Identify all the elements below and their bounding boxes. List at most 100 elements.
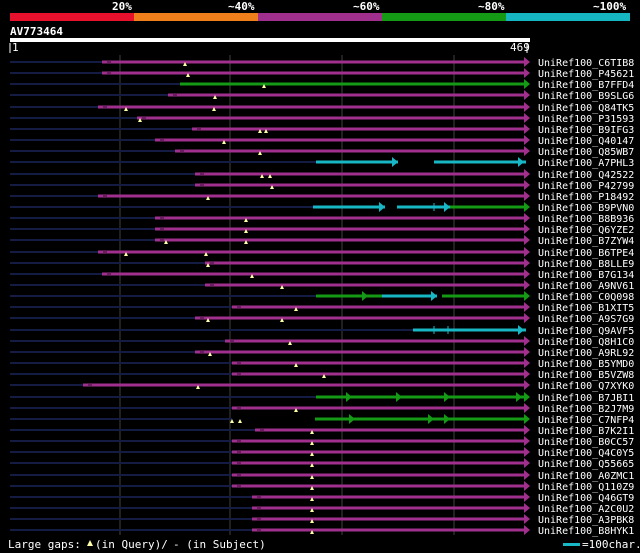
hit-row[interactable]: UniRef100_Q9AVF5 [10, 325, 634, 337]
hit-name[interactable]: UniRef100_Q40147 [538, 136, 634, 147]
hit-name[interactable]: UniRef100_B5YMD0 [538, 359, 634, 370]
hit-row[interactable]: UniRef100_P31593 [10, 113, 634, 125]
hit-name[interactable]: UniRef100_B9SLG6 [538, 91, 634, 102]
hit-name[interactable]: UniRef100_Q7XYK0 [538, 381, 634, 392]
hit-row[interactable]: UniRef100_A9NV61 [10, 280, 634, 292]
query-gap-marker-icon [186, 73, 190, 77]
hit-name[interactable]: UniRef100_Q42522 [538, 170, 634, 181]
alignment-bar [155, 227, 524, 231]
hit-row[interactable]: UniRef100_C6TIB8 [10, 57, 634, 69]
hit-row[interactable]: UniRef100_A2C0U2 [10, 503, 634, 515]
segment-arrow-icon [379, 202, 385, 212]
hit-name[interactable]: UniRef100_A9NV61 [538, 281, 634, 292]
hit-name[interactable]: UniRef100_B8LLE9 [538, 259, 634, 270]
hit-row[interactable]: UniRef100_B6TPE4 [10, 247, 634, 259]
hit-row[interactable]: UniRef100_Q40147 [10, 135, 634, 147]
identity-scale-segment [382, 13, 506, 21]
hit-row[interactable]: UniRef100_C7NFP4 [10, 414, 634, 426]
hit-row[interactable]: UniRef100_B8HYK1 [10, 525, 634, 537]
hit-name[interactable]: UniRef100_B2J7M9 [538, 404, 634, 415]
hit-row[interactable]: UniRef100_C0Q098 [10, 291, 634, 303]
query-gap-marker-icon [124, 107, 128, 111]
alignment-bar [155, 238, 524, 242]
gap-segment [180, 150, 184, 152]
hit-name[interactable]: UniRef100_A7PHL3 [538, 158, 634, 169]
hit-row[interactable]: UniRef100_Q84TK5 [10, 102, 634, 114]
hit-row[interactable]: UniRef100_A9S7G9 [10, 313, 634, 325]
hit-row[interactable]: UniRef100_A9RL92 [10, 347, 634, 359]
hit-row[interactable]: UniRef100_P45621 [10, 68, 634, 80]
hit-row[interactable]: UniRef100_B1XIT5 [10, 302, 634, 314]
hit-name[interactable]: UniRef100_B6TPE4 [538, 248, 634, 259]
hit-row[interactable]: UniRef100_Q8H1C0 [10, 336, 634, 348]
hit-name[interactable]: UniRef100_C0Q098 [538, 292, 634, 303]
gap-segment [160, 239, 164, 241]
hit-row[interactable]: UniRef100_B9IFG3 [10, 124, 634, 136]
hit-name[interactable]: UniRef100_Q84TK5 [538, 103, 634, 114]
hit-row[interactable]: UniRef100_Q7XYK0 [10, 380, 634, 392]
hit-name[interactable]: UniRef100_B7ZYW4 [538, 236, 634, 247]
hit-name[interactable]: UniRef100_B7K2I1 [538, 426, 634, 437]
hit-row[interactable]: UniRef100_B0CC57 [10, 436, 634, 448]
hit-name[interactable]: UniRef100_B7FFD4 [538, 80, 634, 91]
hit-row[interactable]: UniRef100_B7FFD4 [10, 79, 634, 91]
segment-arrow-icon [392, 157, 398, 167]
hit-name[interactable]: UniRef100_Q6YZE2 [538, 225, 634, 236]
hit-row[interactable]: UniRef100_B5VZW8 [10, 369, 634, 381]
hit-name[interactable]: UniRef100_B9IFG3 [538, 125, 634, 136]
hit-name[interactable]: UniRef100_B9PVN0 [538, 203, 634, 214]
hit-row[interactable]: UniRef100_P18492 [10, 191, 634, 203]
hit-row[interactable]: UniRef100_B7ZYW4 [10, 235, 634, 247]
hit-name[interactable]: UniRef100_B7JBI1 [538, 393, 634, 404]
query-gap-marker-icon [124, 252, 128, 256]
hit-name[interactable]: UniRef100_A0ZMC1 [538, 471, 634, 482]
hit-name[interactable]: UniRef100_B8HYK1 [538, 526, 634, 537]
hit-name[interactable]: UniRef100_Q9AVF5 [538, 326, 634, 337]
hit-row[interactable]: UniRef100_Q85WB7 [10, 146, 634, 158]
hit-row[interactable]: UniRef100_B5YMD0 [10, 358, 634, 370]
gap-segment [107, 61, 111, 63]
alignment-bar [232, 484, 524, 488]
hit-name[interactable]: UniRef100_P18492 [538, 192, 634, 203]
hit-name[interactable]: UniRef100_C7NFP4 [538, 415, 634, 426]
hit-name[interactable]: UniRef100_A2C0U2 [538, 504, 634, 515]
hit-row[interactable]: UniRef100_Q42522 [10, 169, 634, 181]
hit-name[interactable]: UniRef100_C6TIB8 [538, 58, 634, 69]
hit-name[interactable]: UniRef100_B1XIT5 [538, 303, 634, 314]
hit-row[interactable]: UniRef100_B9PVN0 [10, 202, 634, 214]
gap-segment [257, 496, 261, 498]
hit-row[interactable]: UniRef100_A7PHL3 [10, 157, 634, 169]
hit-name[interactable]: UniRef100_B7G134 [538, 270, 634, 281]
hit-row[interactable]: UniRef100_Q55665 [10, 458, 634, 470]
hit-name[interactable]: UniRef100_Q46GT9 [538, 493, 634, 504]
hit-name[interactable]: UniRef100_A9S7G9 [538, 314, 634, 325]
hit-name[interactable]: UniRef100_Q110Z9 [538, 482, 634, 493]
hit-name[interactable]: UniRef100_A3PBK8 [538, 515, 634, 526]
hit-row[interactable]: UniRef100_Q6YZE2 [10, 224, 634, 236]
hit-row[interactable]: UniRef100_A0ZMC1 [10, 470, 634, 482]
hit-row[interactable]: UniRef100_A3PBK8 [10, 514, 634, 526]
hit-name[interactable]: UniRef100_B5VZW8 [538, 370, 634, 381]
hit-row[interactable]: UniRef100_Q4C0Y5 [10, 447, 634, 459]
hit-name[interactable]: UniRef100_Q85WB7 [538, 147, 634, 158]
hit-row[interactable]: UniRef100_B8LLE9 [10, 258, 634, 270]
hit-row[interactable]: UniRef100_B7JBI1 [10, 392, 634, 404]
hit-name[interactable]: UniRef100_Q55665 [538, 459, 634, 470]
hit-name[interactable]: UniRef100_P45621 [538, 69, 634, 80]
hit-name[interactable]: UniRef100_P31593 [538, 114, 634, 125]
hit-name[interactable]: UniRef100_B8B936 [538, 214, 634, 225]
hit-name[interactable]: UniRef100_A9RL92 [538, 348, 634, 359]
hit-name[interactable]: UniRef100_Q8H1C0 [538, 337, 634, 348]
hit-row[interactable]: UniRef100_B7G134 [10, 269, 634, 281]
hit-row[interactable]: UniRef100_B2J7M9 [10, 403, 634, 415]
segment-arrow-icon [518, 157, 524, 167]
hit-row[interactable]: UniRef100_B7K2I1 [10, 425, 634, 437]
hit-row[interactable]: UniRef100_Q110Z9 [10, 481, 634, 493]
hit-row[interactable]: UniRef100_Q46GT9 [10, 492, 634, 504]
hit-row[interactable]: UniRef100_P42799 [10, 180, 634, 192]
hit-name[interactable]: UniRef100_P42799 [538, 181, 634, 192]
hit-row[interactable]: UniRef100_B8B936 [10, 213, 634, 225]
hit-name[interactable]: UniRef100_B0CC57 [538, 437, 634, 448]
hit-row[interactable]: UniRef100_B9SLG6 [10, 90, 634, 102]
hit-name[interactable]: UniRef100_Q4C0Y5 [538, 448, 634, 459]
